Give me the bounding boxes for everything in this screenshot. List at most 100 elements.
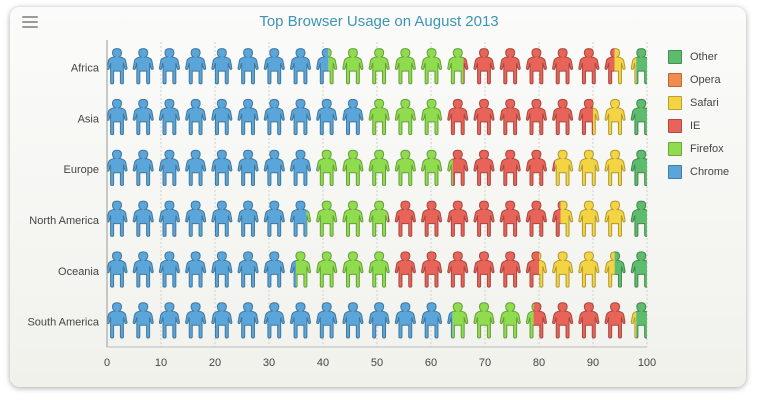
person-mark (421, 251, 443, 288)
bar-segment-chrome[interactable] (107, 251, 651, 288)
bar-segment-other[interactable] (107, 251, 651, 288)
person-mark (560, 200, 574, 237)
person-mark (555, 149, 574, 187)
bar-segment-chrome[interactable] (107, 98, 651, 136)
person-mark (158, 98, 180, 136)
legend-label: Safari (690, 96, 719, 109)
person-mark (263, 149, 285, 187)
category-label: Oceania (58, 266, 100, 278)
legend-swatch (668, 49, 682, 64)
bar-segment-chrome[interactable] (107, 149, 651, 187)
bar-segment-firefox[interactable] (107, 302, 651, 339)
person-mark (211, 251, 233, 288)
person-mark (499, 200, 521, 237)
person-mark (263, 302, 285, 339)
person-mark (394, 200, 416, 237)
person-mark (185, 149, 207, 187)
person-mark (452, 149, 469, 187)
person-mark (578, 48, 600, 85)
person-mark (630, 149, 648, 187)
person-mark (452, 302, 469, 339)
legend-label: Other (690, 50, 718, 63)
bar-segment-firefox[interactable] (107, 98, 651, 136)
person-mark (614, 251, 626, 288)
person-mark (132, 200, 154, 237)
legend-item-ie[interactable]: IE (668, 114, 729, 137)
person-mark (578, 149, 600, 187)
person-mark (499, 302, 521, 339)
person-mark (630, 251, 647, 288)
legend-item-safari[interactable]: Safari (668, 91, 729, 114)
bar-segment-chrome[interactable] (107, 48, 651, 85)
person-mark (552, 251, 574, 288)
legend-item-chrome[interactable]: Chrome (668, 160, 729, 183)
bar-segment-ie[interactable] (107, 302, 651, 339)
bar-segment-other[interactable] (107, 302, 651, 339)
person-mark (421, 302, 443, 339)
legend-item-opera[interactable]: Opera (668, 68, 729, 91)
bar-segment-ie[interactable] (107, 98, 651, 136)
bar-segment-safari[interactable] (107, 149, 651, 187)
person-mark (132, 251, 154, 288)
person-mark (473, 98, 495, 136)
person-mark (316, 162, 318, 172)
bar-segment-firefox[interactable] (107, 48, 651, 85)
category-label: South America (27, 317, 99, 329)
bar-segment-safari[interactable] (107, 98, 651, 136)
legend-swatch (668, 141, 682, 156)
person-mark (421, 149, 443, 187)
person-mark (604, 98, 626, 136)
person-mark (552, 98, 574, 136)
legend-item-other[interactable]: Other (668, 45, 729, 68)
bar-segment-safari[interactable] (107, 200, 651, 237)
bar-segment-safari[interactable] (107, 48, 651, 85)
category-label: Africa (71, 62, 100, 74)
person-mark (107, 200, 128, 237)
legend-item-firefox[interactable]: Firefox (668, 137, 729, 160)
person-mark (158, 302, 180, 339)
tick-label: 100 (638, 357, 656, 369)
bar-segment-firefox[interactable] (107, 200, 651, 237)
bar-segment-other[interactable] (107, 48, 651, 85)
bar-segment-ie[interactable] (107, 200, 651, 237)
bar-segment-ie[interactable] (107, 149, 651, 187)
bar-segment-safari[interactable] (107, 303, 651, 339)
person-mark (263, 48, 285, 85)
bar-segment-firefox[interactable] (107, 149, 651, 187)
bar-segment-ie[interactable] (107, 251, 651, 288)
bar-segment-ie[interactable] (107, 48, 651, 85)
person-mark (552, 302, 574, 339)
person-mark (289, 253, 296, 288)
person-mark (447, 251, 469, 288)
person-mark (132, 48, 154, 85)
bar-segment-chrome[interactable] (107, 200, 651, 237)
tick-label: 80 (533, 357, 545, 369)
person-mark (421, 200, 443, 237)
person-mark (132, 98, 154, 136)
person-mark (578, 98, 594, 136)
person-mark (604, 200, 626, 237)
person-mark (552, 48, 574, 85)
person-mark (604, 251, 615, 288)
person-mark (473, 149, 495, 187)
person-mark (578, 200, 600, 237)
person-mark (342, 302, 364, 339)
bar-segment-other[interactable] (107, 149, 651, 187)
person-mark (211, 200, 233, 237)
bar-segment-safari[interactable] (107, 251, 651, 288)
chart-menu-button[interactable] (22, 16, 38, 30)
bar-segment-firefox[interactable] (107, 251, 651, 288)
person-mark (473, 302, 495, 339)
person-mark (473, 48, 495, 85)
person-mark (447, 98, 469, 136)
bar-segment-other[interactable] (107, 200, 651, 237)
tick-label: 50 (371, 357, 383, 369)
person-mark (237, 251, 259, 288)
person-mark (211, 98, 233, 136)
bar-segment-other[interactable] (107, 98, 651, 136)
person-mark (107, 98, 128, 136)
person-mark (499, 251, 521, 288)
person-mark (289, 48, 311, 85)
person-mark (604, 48, 615, 85)
bar-segment-chrome[interactable] (107, 302, 651, 339)
